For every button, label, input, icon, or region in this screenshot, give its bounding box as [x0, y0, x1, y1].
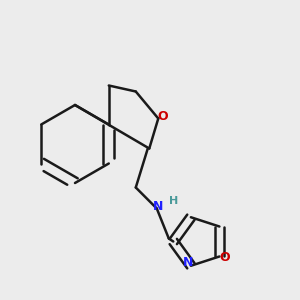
Text: N: N [153, 200, 164, 214]
Text: O: O [220, 251, 230, 265]
Text: N: N [183, 256, 193, 269]
Text: O: O [158, 110, 168, 124]
Text: H: H [169, 196, 178, 206]
